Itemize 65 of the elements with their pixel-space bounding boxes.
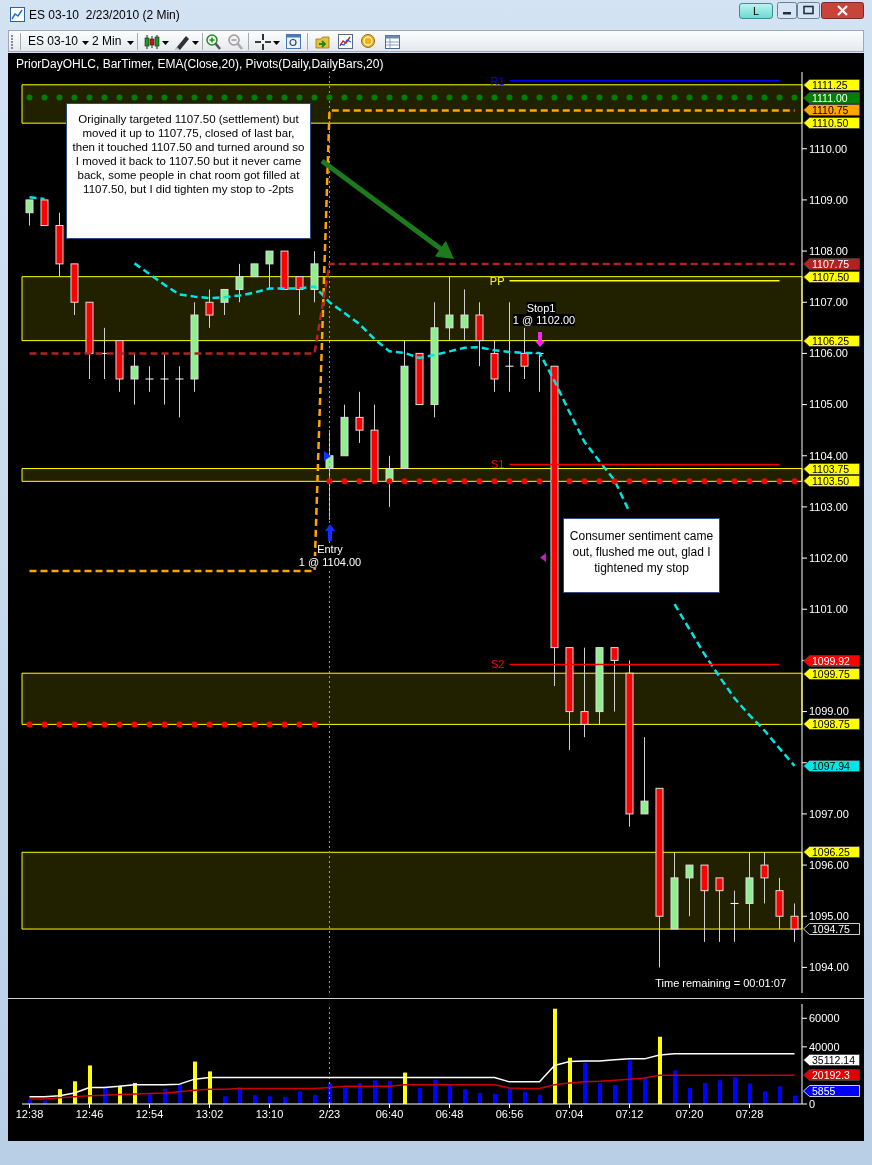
y-tick-label: 1103.00 bbox=[809, 500, 848, 513]
y-tick-label: 0 bbox=[809, 1097, 816, 1110]
text: L bbox=[752, 5, 760, 17]
text: ES 03-10 bbox=[28, 34, 79, 48]
x-tick-label: 12:38 bbox=[15, 1107, 44, 1120]
text: 1099.75 bbox=[812, 668, 850, 680]
x-tick-label: 06:56 bbox=[495, 1107, 524, 1120]
annotation: Time remaining = 00:01:07 bbox=[655, 977, 786, 989]
chart-subtitle: PriorDayOHLC, BarTimer, EMA(Close,20), Pivots(Daily,DailyBars,20) bbox=[16, 57, 384, 71]
y-tick-label: 1105.00 bbox=[809, 398, 848, 411]
text: 5855 bbox=[812, 1084, 836, 1097]
text: 1111.00 bbox=[812, 91, 848, 104]
y-tick-label: 1106.00 bbox=[809, 347, 848, 360]
text: 1110.75 bbox=[812, 104, 849, 117]
y-tick-label: 1094.00 bbox=[809, 961, 849, 974]
text: 35112.14 bbox=[812, 1054, 856, 1066]
annotation: 1 @ 1104.00 bbox=[298, 556, 362, 568]
text: 1098.75 bbox=[812, 718, 850, 731]
y-tick-label: 1109.00 bbox=[809, 193, 848, 206]
x-tick-label: 06:48 bbox=[435, 1107, 464, 1120]
y-tick-label: 1110.00 bbox=[809, 142, 848, 155]
chart-title: ES 03-10 2/23/2010 (2 Min) bbox=[29, 8, 180, 22]
y-tick-label: 1108.00 bbox=[809, 244, 848, 257]
y-tick-label: 60000 bbox=[809, 1012, 840, 1025]
x-tick-label: 2/23 bbox=[318, 1107, 341, 1120]
y-tick-label: 1107.00 bbox=[809, 296, 848, 309]
y-tick-label: 40000 bbox=[809, 1040, 840, 1053]
text: 2 Min bbox=[92, 34, 122, 48]
text: 20192.3 bbox=[812, 1069, 850, 1082]
annotation: Entry bbox=[317, 543, 343, 555]
series-label: S2 bbox=[491, 658, 505, 671]
x-tick-label: 07:12 bbox=[615, 1107, 644, 1120]
y-tick-label: 1099.00 bbox=[809, 705, 849, 718]
text: 1099.92 bbox=[812, 655, 850, 667]
x-tick-label: 07:04 bbox=[555, 1107, 584, 1120]
y-tick-label: 1102.00 bbox=[809, 551, 848, 564]
series-label: PP bbox=[489, 274, 505, 287]
x-tick-label: 13:02 bbox=[195, 1107, 224, 1120]
annotation: Originally targeted 1107.50 (settlement) but moved it up to 1107.75, closed of last bar, then it touched 1107.50 and turned around so I moved it back to 1107.50 but it never came back, some people in chat room got filled at 1107.50, but I did tighten my stop to -2pts bbox=[72, 113, 305, 195]
text: 1111.25 bbox=[812, 78, 848, 91]
x-tick-label: 07:28 bbox=[735, 1107, 764, 1120]
y-tick-label: 1101.00 bbox=[809, 603, 848, 616]
text: 1107.75 bbox=[812, 257, 850, 270]
y-tick-label: 1095.00 bbox=[809, 910, 849, 923]
y-tick-label: 1097.00 bbox=[809, 807, 849, 820]
text: 1103.75 bbox=[812, 462, 850, 475]
x-tick-label: 07:20 bbox=[675, 1107, 704, 1120]
text: 1110.50 bbox=[812, 117, 849, 130]
annotation: Consumer sentiment came out, flushed me out, glad I tightened my stop bbox=[569, 529, 714, 575]
x-tick-label: 13:10 bbox=[255, 1107, 284, 1120]
series-label: S1 bbox=[491, 458, 505, 471]
annotation: 1 @ 1102.00 bbox=[512, 314, 576, 326]
x-tick-label: 12:54 bbox=[135, 1107, 164, 1120]
y-tick-label: 1096.00 bbox=[809, 858, 849, 871]
x-tick-label: 12:46 bbox=[75, 1107, 104, 1120]
text: 1097.94 bbox=[812, 759, 850, 772]
y-tick-label: 1104.00 bbox=[809, 449, 848, 462]
annotation: Stop1 bbox=[526, 302, 556, 314]
text: 1106.25 bbox=[812, 334, 850, 347]
x-tick-label: 06:40 bbox=[375, 1107, 404, 1120]
text: 1103.50 bbox=[812, 475, 850, 488]
text: 1096.25 bbox=[812, 846, 850, 859]
series-label: R1 bbox=[490, 74, 505, 87]
text: 1107.50 bbox=[812, 270, 850, 283]
text: 1094.75 bbox=[812, 923, 850, 936]
